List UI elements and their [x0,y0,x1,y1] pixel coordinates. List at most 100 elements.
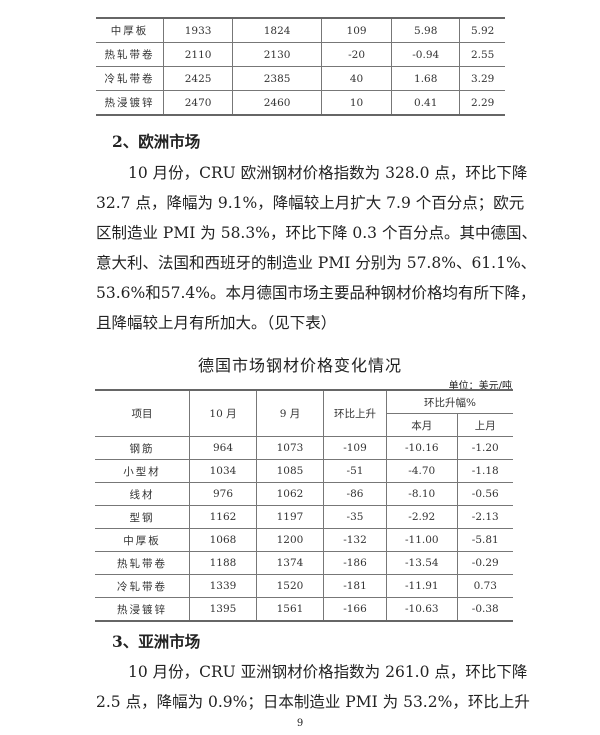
paragraph-line: 10 月份，CRU 亚洲钢材价格指数为 261.0 点，环比下降 [128,663,528,681]
header-item: 项目 [95,389,190,437]
table-cell: -8.10 [386,482,458,506]
table-cell: 1520 [256,574,324,598]
table-cell: 1188 [189,551,257,575]
table-title: 德国市场钢材价格变化情况 [197,356,402,375]
table-cell: 热浸镀锌 [95,597,190,622]
table-subheader-row: 本月 上月 [95,413,513,437]
table-cell: 冷轧带卷 [95,574,190,598]
table-unit: 单位：美元/吨 [448,381,512,392]
table-cell: -166 [323,597,387,622]
table-cell: 1068 [189,528,257,552]
table-cell: 1933 [162,17,234,43]
europe-heading: 2、欧洲市场 [112,132,201,151]
table-cell: -1.20 [456,436,513,460]
table-row: 钢筋 964 1073 -109 -10.16 -1.20 [95,436,513,460]
table-row: 小型材 1034 1085 -51 -4.70 -1.18 [95,459,513,483]
table-cell: -2.92 [386,505,458,529]
table-cell: 1200 [256,528,324,552]
table-cell: 1.68 [391,66,461,91]
table-cell: -0.38 [456,597,513,622]
table-row: 热轧带卷 2110 2130 -20 -0.94 2.55 [96,42,505,67]
table-cell: 小型材 [95,459,190,483]
table-cell: 5.98 [391,17,461,43]
table-cell: 1561 [256,597,324,622]
table-cell: 1034 [189,459,257,483]
paragraph-line: 10 月份，CRU 欧洲钢材价格指数为 328.0 点，环比下降 [128,164,528,182]
table-cell: 1197 [256,505,324,529]
table-cell: -2.13 [456,505,513,529]
table-cell: 2130 [232,42,323,67]
header-oct: 10 月 [189,389,257,437]
table-cell: -0.29 [456,551,513,575]
table-cell: -186 [323,551,387,575]
paragraph-line: 32.7 点，降幅为 9.1%，降幅较上月扩大 7.9 个百分点；欧元 [96,194,525,212]
table-cell: -13.54 [386,551,458,575]
table-cell: 3.29 [459,66,505,91]
table-cell: -1.18 [456,459,513,483]
table-cell: 热轧带卷 [95,551,190,575]
table-cell: -181 [323,574,387,598]
table-row: 热浸镀锌 1395 1561 -166 -10.63 -0.38 [95,597,513,622]
table-cell: -11.00 [386,528,458,552]
table-cell: 2110 [162,42,234,67]
table-cell: 2460 [232,90,323,116]
table-row: 型钢 1162 1197 -35 -2.92 -2.13 [95,505,513,529]
table-cell: -11.91 [386,574,458,598]
table-cell: 1374 [256,551,324,575]
table-cell: 976 [189,482,257,506]
table-cell: 109 [321,17,393,43]
table-cell: 钢筋 [95,436,190,460]
table-cell: 1395 [189,597,257,622]
table-cell: -35 [323,505,387,529]
table-cell: 冷轧带卷 [96,66,164,91]
table-cell: 5.92 [459,17,505,43]
table-row: 热轧带卷 1188 1374 -186 -13.54 -0.29 [95,551,513,575]
table-cell: 1085 [256,459,324,483]
header-last-month: 上月 [456,413,513,437]
table-row: 中厚板 1933 1824 109 5.98 5.92 [96,17,505,43]
table-cell: 10 [321,90,393,116]
table-cell: -10.16 [386,436,458,460]
table-cell: -132 [323,528,387,552]
table-cell: -10.63 [386,597,458,622]
table-cell: 中厚板 [95,528,190,552]
table-cell: 1824 [232,17,323,43]
table-cell: 中厚板 [96,17,164,43]
asia-heading: 3、亚洲市场 [112,632,201,651]
table-cell: -0.94 [391,42,461,67]
table-cell: -5.81 [456,528,513,552]
table-cell: 2470 [162,90,234,116]
germany-steel-price-table: 项目 10 月 9 月 环比上升 环比升幅% 本月 上月 钢筋 964 1073 -1… [95,389,513,622]
table-cell: 2425 [162,66,234,91]
table-cell: -0.56 [456,482,513,506]
steel-price-table-top: 中厚板 1933 1824 109 5.98 5.92 热轧带卷 2110 2130 -20 -0.… [96,17,505,116]
table-cell: 2.29 [459,90,505,116]
table-cell: 1073 [256,436,324,460]
table-cell: 1162 [189,505,257,529]
paragraph-line: 区制造业 PMI 为 58.3%，环比下降 0.3 个百分点。其中德国、 [96,224,537,242]
table-cell: 热轧带卷 [96,42,164,67]
header-sep: 9 月 [256,389,324,437]
page-number: 9 [296,718,304,729]
table-cell: -51 [323,459,387,483]
table-cell: -20 [321,42,393,67]
table-cell: -109 [323,436,387,460]
table-cell: 1339 [189,574,257,598]
table-cell: 964 [189,436,257,460]
table-cell: 0.41 [391,90,461,116]
table-row: 热浸镀锌 2470 2460 10 0.41 2.29 [96,90,505,116]
table-cell: -86 [323,482,387,506]
header-pct: 环比升幅% [386,389,513,414]
table-cell: 线材 [95,482,190,506]
table-cell: 型钢 [95,505,190,529]
table-header-row: 项目 10 月 9 月 环比上升 环比升幅% [95,389,513,437]
header-this-month: 本月 [386,413,458,437]
paragraph-line: 且降幅较上月有所加大。（见下表） [96,314,337,332]
table-cell: 1062 [256,482,324,506]
table-cell: 0.73 [456,574,513,598]
paragraph-line: 意大利、法国和西班牙的制造业 PMI 分别为 57.8%、61.1%、 [96,254,537,272]
table-cell: 热浸镀锌 [96,90,164,116]
table-row: 线材 976 1062 -86 -8.10 -0.56 [95,482,513,506]
table-cell: 2385 [232,66,323,91]
table-cell: 40 [321,66,393,91]
